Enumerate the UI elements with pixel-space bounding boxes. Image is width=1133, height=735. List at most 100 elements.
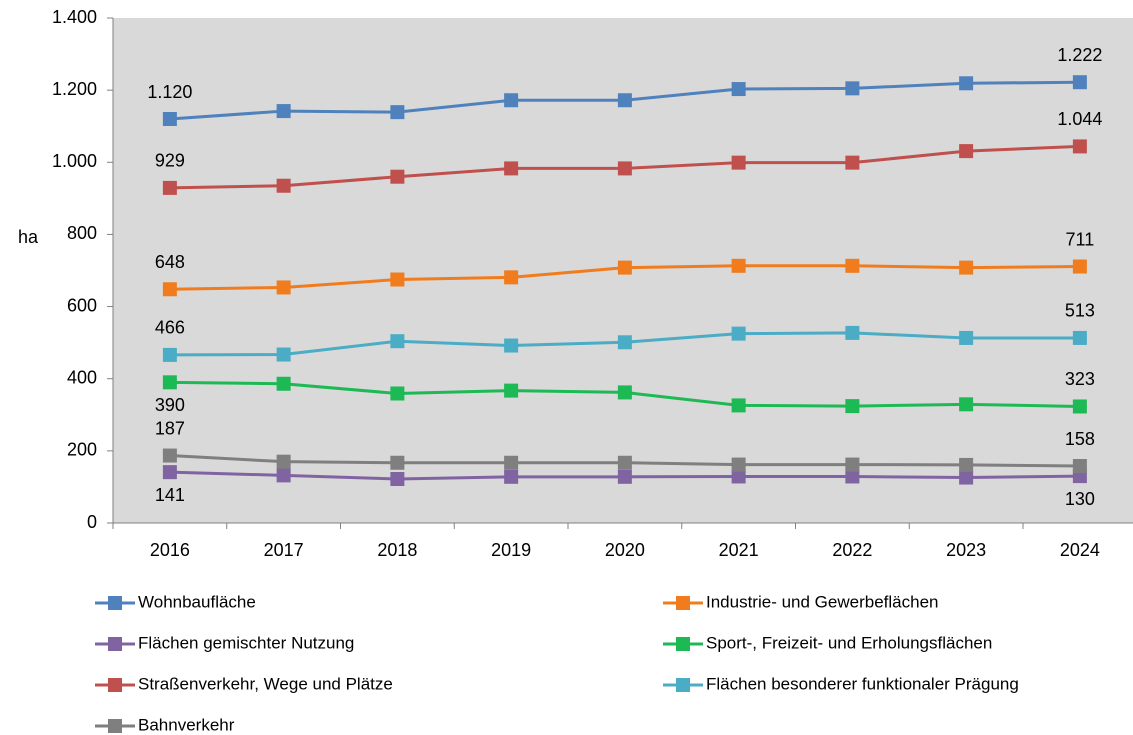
marker <box>162 282 177 297</box>
x-tick-label: 2019 <box>491 540 531 560</box>
data-label: 187 <box>155 418 185 438</box>
marker <box>959 457 974 472</box>
marker <box>162 375 177 390</box>
y-tick-label: 400 <box>67 367 97 387</box>
marker <box>390 471 405 486</box>
marker <box>731 398 746 413</box>
marker <box>1072 330 1087 345</box>
legend-marker <box>108 637 122 651</box>
marker <box>276 280 291 295</box>
marker <box>276 454 291 469</box>
series: 929 1.044 <box>155 109 1102 195</box>
marker <box>845 469 860 484</box>
marker <box>390 105 405 120</box>
x-tick-label: 2023 <box>946 540 986 560</box>
marker <box>1072 139 1087 154</box>
series: 141 130 <box>155 465 1095 509</box>
marker <box>1072 259 1087 274</box>
marker <box>959 330 974 345</box>
marker <box>731 457 746 472</box>
legend-marker <box>108 678 122 692</box>
y-tick-label: 1.200 <box>52 79 97 99</box>
legend-marker <box>676 596 690 610</box>
x-tick-label: 2024 <box>1060 540 1100 560</box>
y-axis-label: ha <box>18 227 39 247</box>
legend-label: Flächen besonderer funktionaler Prägung <box>706 674 1019 693</box>
marker <box>1072 75 1087 90</box>
marker <box>959 260 974 275</box>
marker <box>504 338 519 353</box>
marker <box>731 469 746 484</box>
y-tick-label: 600 <box>67 295 97 315</box>
series: 187 158 <box>155 418 1095 474</box>
marker <box>390 455 405 470</box>
marker <box>731 258 746 273</box>
marker <box>504 270 519 285</box>
data-label: 141 <box>155 485 185 505</box>
marker <box>617 93 632 108</box>
y-tick-label: 0 <box>87 512 97 532</box>
x-tick-label: 2016 <box>150 540 190 560</box>
y-tick-label: 200 <box>67 440 97 460</box>
legend-marker <box>108 719 122 733</box>
marker <box>959 470 974 485</box>
legend-label: Wohnbaufläche <box>138 592 256 611</box>
marker <box>617 385 632 400</box>
marker <box>845 399 860 414</box>
marker <box>276 178 291 193</box>
marker <box>617 335 632 350</box>
marker <box>959 144 974 159</box>
marker <box>504 383 519 398</box>
marker <box>845 325 860 340</box>
data-label: 130 <box>1065 489 1095 509</box>
marker <box>959 76 974 91</box>
x-tick-label: 2017 <box>264 540 304 560</box>
marker <box>504 93 519 108</box>
marker <box>845 258 860 273</box>
data-label: 513 <box>1065 301 1095 321</box>
marker <box>162 112 177 126</box>
marker <box>504 469 519 484</box>
x-tick-label: 2022 <box>832 540 872 560</box>
marker <box>617 469 632 484</box>
marker <box>162 448 177 463</box>
series: 648 711 <box>155 229 1095 297</box>
marker <box>1072 399 1087 414</box>
marker <box>959 397 974 412</box>
data-label: 1.222 <box>1057 45 1102 65</box>
marker <box>731 326 746 341</box>
series: 466 513 <box>155 301 1095 362</box>
marker <box>731 82 746 97</box>
x-tick-label: 2021 <box>719 540 759 560</box>
marker <box>845 457 860 472</box>
y-tick-label: 800 <box>67 223 97 243</box>
y-tick-label: 1.400 <box>52 7 97 27</box>
marker <box>162 347 177 362</box>
data-label: 466 <box>155 318 185 338</box>
marker <box>617 260 632 275</box>
series: 1.120 1.222 <box>147 45 1102 126</box>
legend-marker <box>108 596 122 610</box>
x-tick-label: 2020 <box>605 540 645 560</box>
data-label: 1.120 <box>147 82 192 102</box>
data-label: 158 <box>1065 429 1095 449</box>
data-label: 323 <box>1065 369 1095 389</box>
legend-label: Straßenverkehr, Wege und Plätze <box>138 674 393 693</box>
data-label: 1.044 <box>1057 109 1102 129</box>
x-tick-label: 2018 <box>377 540 417 560</box>
marker <box>276 104 291 119</box>
y-tick-label: 1.000 <box>52 151 97 171</box>
marker <box>845 155 860 170</box>
legend-marker <box>676 678 690 692</box>
marker <box>617 161 632 176</box>
marker <box>504 161 519 176</box>
marker <box>390 386 405 401</box>
marker <box>390 272 405 287</box>
legend-label: Flächen gemischter Nutzung <box>138 633 354 652</box>
legend-marker <box>676 637 690 651</box>
data-label: 711 <box>1066 229 1095 249</box>
marker <box>276 468 291 483</box>
marker <box>162 465 177 480</box>
marker <box>162 180 177 195</box>
